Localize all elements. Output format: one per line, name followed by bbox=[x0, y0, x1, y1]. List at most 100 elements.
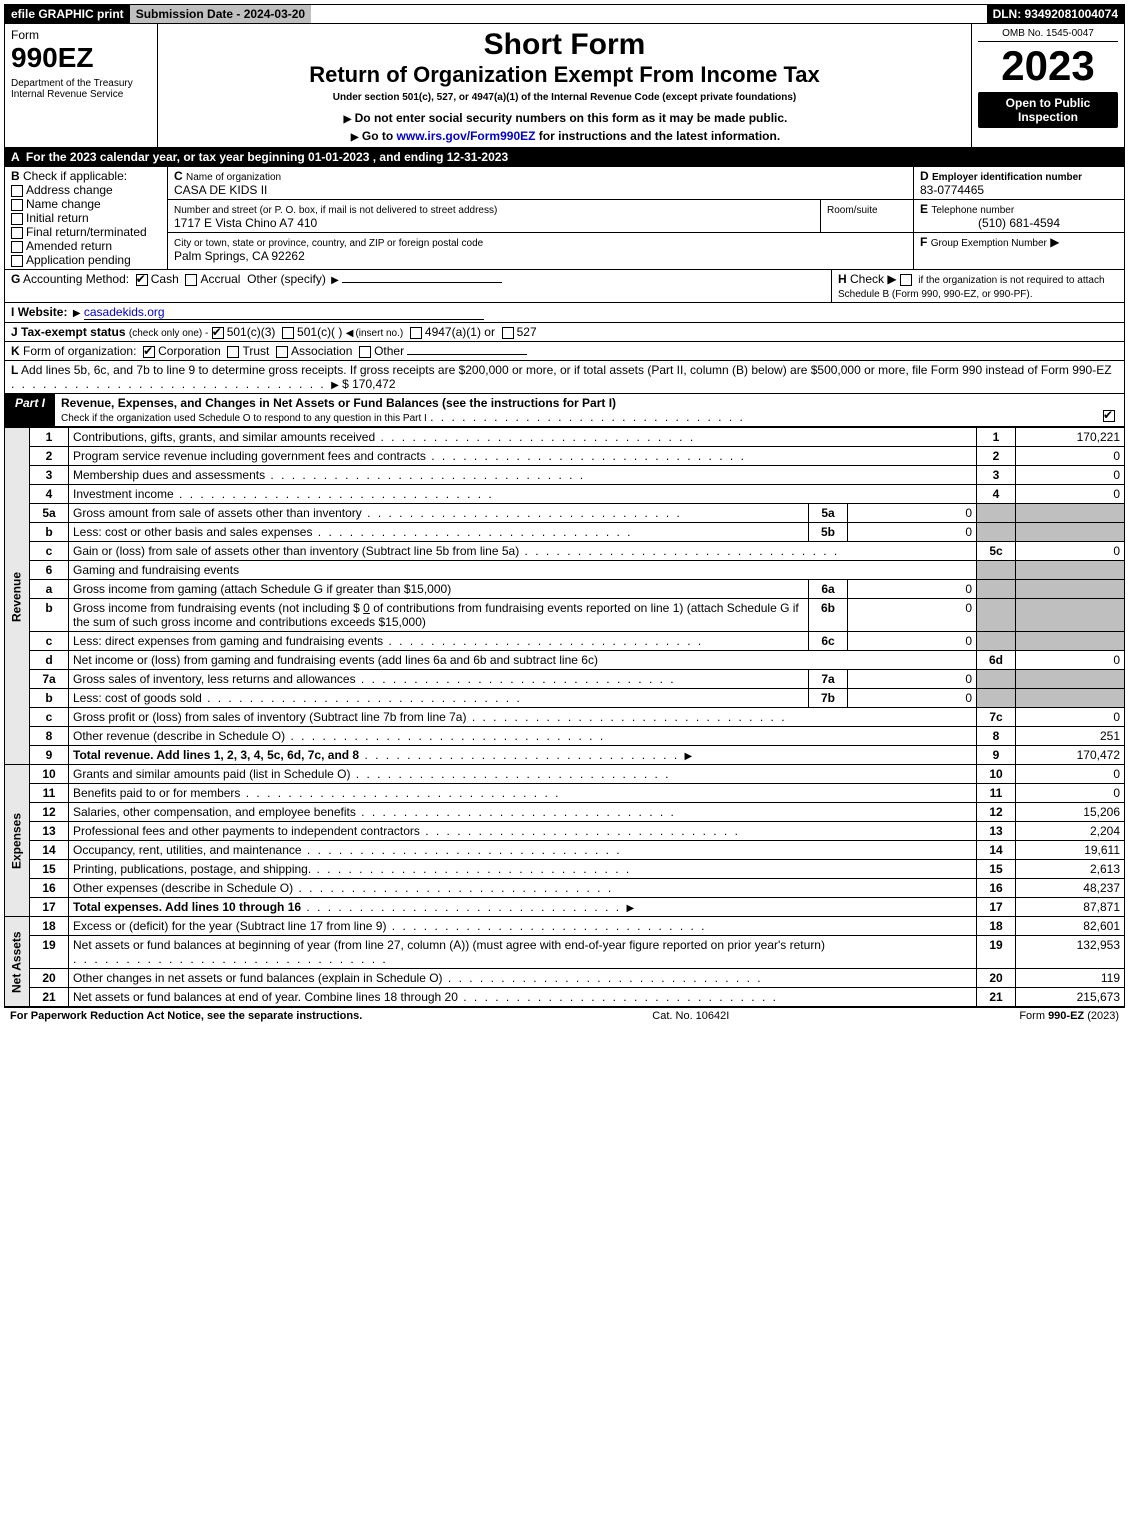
phone-value: (510) 681-4594 bbox=[920, 216, 1118, 230]
form-header: Form 990EZ Department of the Treasury In… bbox=[4, 24, 1125, 148]
dln: DLN: 93492081004074 bbox=[987, 5, 1124, 23]
checkbox-icon[interactable] bbox=[136, 274, 148, 286]
checkbox-icon[interactable] bbox=[143, 346, 155, 358]
row-6: 6Gaming and fundraising events bbox=[5, 561, 1125, 580]
row-1: Revenue 1 Contributions, gifts, grants, … bbox=[5, 428, 1125, 447]
checkbox-icon[interactable] bbox=[282, 327, 294, 339]
row-14: 14Occupancy, rent, utilities, and mainte… bbox=[5, 841, 1125, 860]
row-16: 16Other expenses (describe in Schedule O… bbox=[5, 879, 1125, 898]
section-c: C Name of organization CASA DE KIDS II N… bbox=[168, 167, 914, 269]
g-label: G bbox=[11, 272, 20, 286]
g-accrual: Accrual bbox=[200, 272, 240, 286]
footer-right: Form 990-EZ (2023) bbox=[1019, 1010, 1119, 1022]
gh-row: G Accounting Method: Cash Accrual Other … bbox=[4, 270, 1125, 303]
g-other-input[interactable] bbox=[342, 282, 502, 283]
checkbox-icon[interactable] bbox=[11, 241, 23, 253]
row-6a: aGross income from gaming (attach Schedu… bbox=[5, 580, 1125, 599]
b-opt-final[interactable]: Final return/terminated bbox=[11, 225, 161, 239]
checkbox-icon[interactable] bbox=[11, 255, 23, 267]
irs-link[interactable]: www.irs.gov/Form990EZ bbox=[397, 129, 536, 143]
checkbox-icon[interactable] bbox=[900, 274, 912, 286]
part1-header: Part I Revenue, Expenses, and Changes in… bbox=[4, 394, 1125, 427]
goto-note: Go to www.irs.gov/Form990EZ for instruct… bbox=[164, 129, 965, 143]
checkbox-icon[interactable] bbox=[410, 327, 422, 339]
g-caption: Accounting Method: bbox=[23, 272, 129, 286]
k-other-input[interactable] bbox=[407, 354, 527, 355]
checkbox-icon[interactable] bbox=[502, 327, 514, 339]
row-4: 4Investment income40 bbox=[5, 485, 1125, 504]
i-caption: Website: bbox=[18, 305, 68, 319]
checkbox-icon[interactable] bbox=[359, 346, 371, 358]
j-527: 527 bbox=[517, 325, 537, 339]
k-trust: Trust bbox=[242, 344, 269, 358]
website-link[interactable]: casadekids.org bbox=[84, 305, 484, 320]
checkbox-icon[interactable] bbox=[1103, 410, 1115, 422]
row-5b: bLess: cost or other basis and sales exp… bbox=[5, 523, 1125, 542]
b-caption: B Check if applicable: bbox=[11, 169, 161, 183]
line-l: L Add lines 5b, 6c, and 7b to line 9 to … bbox=[4, 361, 1125, 394]
header-right: OMB No. 1545-0047 2023 Open to Public In… bbox=[972, 24, 1124, 147]
top-bar: efile GRAPHIC print Submission Date - 20… bbox=[4, 4, 1125, 24]
checkbox-icon[interactable] bbox=[11, 199, 23, 211]
row-7a: 7aGross sales of inventory, less returns… bbox=[5, 670, 1125, 689]
leader-dots bbox=[430, 410, 745, 424]
h-label: H bbox=[838, 272, 847, 286]
row-5a: 5aGross amount from sale of assets other… bbox=[5, 504, 1125, 523]
efile-label[interactable]: efile GRAPHIC print bbox=[5, 5, 130, 23]
page-footer: For Paperwork Reduction Act Notice, see … bbox=[4, 1007, 1125, 1024]
row-9: 9Total revenue. Add lines 1, 2, 3, 4, 5c… bbox=[5, 746, 1125, 765]
ssn-note-text: Do not enter social security numbers on … bbox=[355, 111, 788, 125]
b-opt-name[interactable]: Name change bbox=[11, 197, 161, 211]
checkbox-icon[interactable] bbox=[11, 213, 23, 225]
d-label: D bbox=[920, 169, 929, 183]
row-18: Net Assets 18Excess or (deficit) for the… bbox=[5, 917, 1125, 936]
open-public-badge: Open to Public Inspection bbox=[978, 92, 1118, 128]
arrow-icon: ▶ bbox=[1050, 235, 1059, 249]
checkbox-icon[interactable] bbox=[276, 346, 288, 358]
b-opt-pending[interactable]: Application pending bbox=[11, 253, 161, 267]
section-b: B Check if applicable: Address change Na… bbox=[5, 167, 168, 269]
part1-title: Revenue, Expenses, and Changes in Net As… bbox=[61, 396, 616, 410]
l-text: Add lines 5b, 6c, and 7b to line 9 to de… bbox=[21, 363, 1112, 377]
row-2: 2Program service revenue including gover… bbox=[5, 447, 1125, 466]
netassets-label: Net Assets bbox=[5, 917, 30, 1007]
checkbox-icon[interactable] bbox=[11, 185, 23, 197]
row-19: 19Net assets or fund balances at beginni… bbox=[5, 936, 1125, 969]
arrow-icon bbox=[71, 305, 81, 319]
part1-table: Revenue 1 Contributions, gifts, grants, … bbox=[4, 427, 1125, 1007]
row-7b: bLess: cost of goods sold7b0 bbox=[5, 689, 1125, 708]
short-form-label: Short Form bbox=[164, 28, 965, 62]
b-opt-amended[interactable]: Amended return bbox=[11, 239, 161, 253]
section-def: D Employer identification number 83-0774… bbox=[914, 167, 1124, 269]
row-8: 8Other revenue (describe in Schedule O)8… bbox=[5, 727, 1125, 746]
arrow-icon bbox=[329, 377, 339, 391]
checkbox-icon[interactable] bbox=[212, 327, 224, 339]
line-i: I Website: casadekids.org bbox=[4, 303, 1125, 323]
g-cash: Cash bbox=[151, 272, 179, 286]
row-12: 12Salaries, other compensation, and empl… bbox=[5, 803, 1125, 822]
arrow-icon bbox=[346, 328, 356, 339]
b-opt-initial[interactable]: Initial return bbox=[11, 211, 161, 225]
b-opt-address[interactable]: Address change bbox=[11, 183, 161, 197]
k-other: Other bbox=[374, 344, 404, 358]
d-caption: Employer identification number bbox=[932, 172, 1082, 183]
row-7c: cGross profit or (loss) from sales of in… bbox=[5, 708, 1125, 727]
under-section: Under section 501(c), 527, or 4947(a)(1)… bbox=[164, 92, 965, 103]
checkbox-icon[interactable] bbox=[185, 274, 197, 286]
checkbox-icon[interactable] bbox=[227, 346, 239, 358]
form-word: Form bbox=[11, 28, 151, 42]
form-number: 990EZ bbox=[11, 42, 151, 74]
form-title: Return of Organization Exempt From Incom… bbox=[164, 62, 965, 88]
row-11: 11Benefits paid to or for members110 bbox=[5, 784, 1125, 803]
i-label: I bbox=[11, 305, 14, 319]
c-room-label: Room/suite bbox=[827, 205, 878, 216]
j-4947: 4947(a)(1) or bbox=[425, 325, 495, 339]
c-city-label: City or town, state or province, country… bbox=[174, 238, 483, 249]
k-caption: Form of organization: bbox=[23, 344, 136, 358]
entity-block: B Check if applicable: Address change Na… bbox=[4, 167, 1125, 270]
checkbox-icon[interactable] bbox=[11, 227, 23, 239]
arrow-icon bbox=[329, 272, 339, 286]
row-15: 15Printing, publications, postage, and s… bbox=[5, 860, 1125, 879]
g-other: Other (specify) bbox=[247, 272, 326, 286]
part1-tab: Part I bbox=[5, 394, 55, 426]
